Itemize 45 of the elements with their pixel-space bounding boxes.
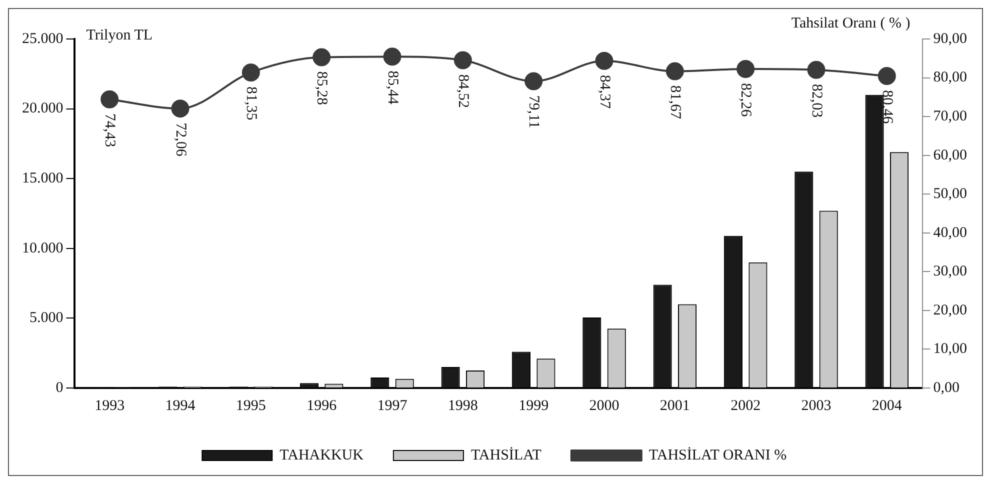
y-tick-label: 25.000 (22, 30, 64, 47)
y-tick-label: 10.000 (22, 240, 64, 256)
x-tick-label: 1999 (518, 398, 549, 414)
legend-label: TAHSİLAT (470, 446, 542, 464)
y-tick-label: 20.000 (22, 100, 64, 117)
y2-tick-label: 30,00 (933, 264, 967, 280)
y2-tick-label: 40,00 (933, 224, 967, 241)
y-tick-label: 5.000 (30, 310, 64, 326)
y2-tick-label: 0,00 (933, 380, 960, 396)
x-tick-label: 1995 (236, 398, 266, 414)
data-label: 84,52 (454, 74, 471, 108)
legend-label: TAHAKKUK (280, 447, 364, 464)
data-label: 79,11 (526, 95, 542, 128)
x-tick-label: 2002 (730, 398, 761, 414)
x-tick-label: 2000 (589, 398, 620, 414)
x-tick-label: 1998 (448, 398, 478, 414)
data-label: 74,43 (102, 113, 118, 148)
x-tick-label: 2003 (801, 398, 832, 414)
x-tick-label: 1996 (306, 398, 338, 414)
y-tick-label: 15.000 (22, 170, 64, 187)
data-label: 72,06 (172, 122, 188, 157)
y-tick-label: 0 (56, 380, 64, 396)
y2-tick-label: 70,00 (933, 108, 967, 124)
y2-tick-label: 50,00 (933, 186, 967, 202)
y-axis-title: Trilyon TL (86, 27, 153, 44)
data-label: 81,35 (242, 86, 259, 120)
data-label: 80,46 (878, 90, 895, 124)
y2-axis-title: Tahsilat Oranı ( % ) (791, 15, 910, 32)
data-label: 82,03 (808, 84, 824, 118)
legend-label: TAHSİLAT ORANI % (648, 446, 787, 464)
x-tick-label: 1993 (94, 398, 125, 414)
data-label: 81,67 (666, 85, 683, 120)
y2-tick-label: 90,00 (933, 30, 967, 47)
y2-tick-label: 20,00 (933, 302, 967, 318)
x-tick-label: 1994 (165, 398, 196, 414)
data-label: 84,37 (596, 74, 612, 110)
y2-tick-label: 80,00 (933, 70, 967, 86)
y2-tick-label: 10,00 (933, 341, 967, 358)
data-label: 85,28 (314, 71, 330, 106)
x-tick-label: 2001 (660, 398, 690, 414)
data-label: 82,26 (738, 83, 754, 118)
x-tick-label: 2004 (872, 398, 902, 414)
data-label: 85,44 (384, 70, 400, 105)
x-tick-label: 1997 (377, 398, 408, 414)
y2-tick-label: 60,00 (933, 147, 967, 164)
